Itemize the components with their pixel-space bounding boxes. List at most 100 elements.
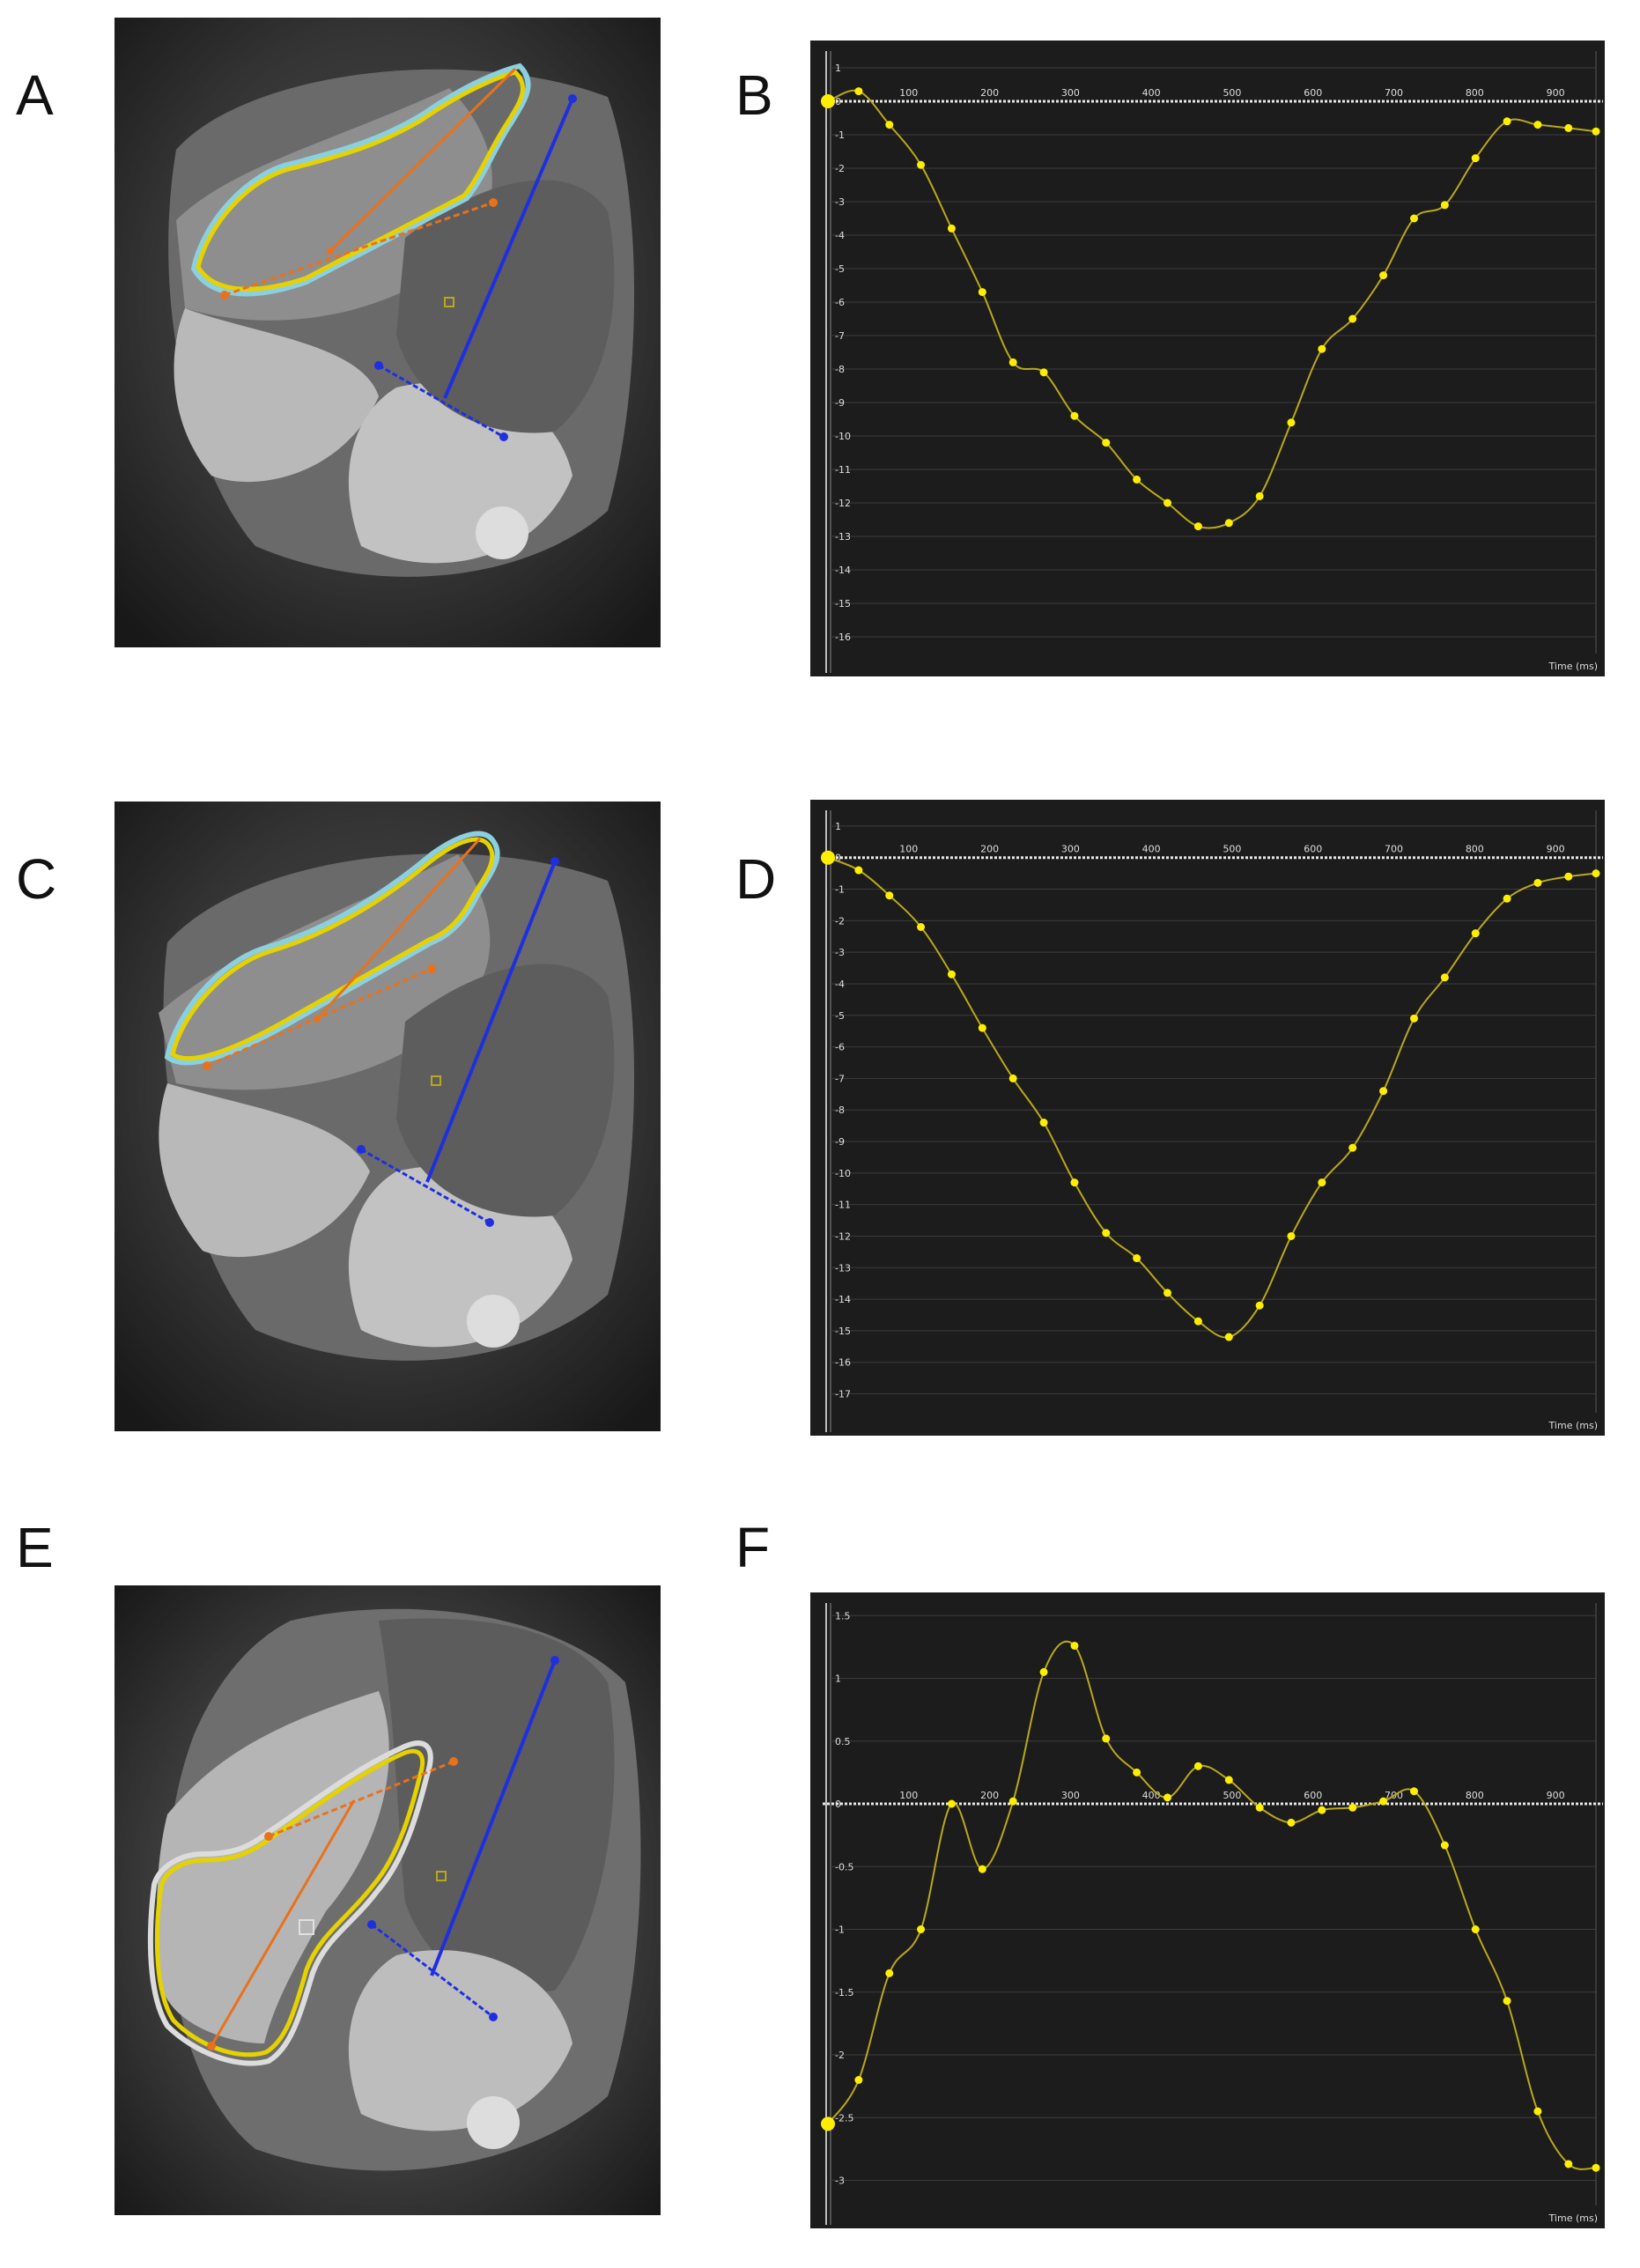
y-tick-label: -1 [835,129,845,141]
data-point [1379,1797,1388,1806]
x-tick-label: 400 [1142,87,1161,99]
y-tick-label: -6 [835,297,845,308]
y-tick-label: -3 [835,947,845,958]
y-tick-label: -16 [835,632,851,643]
y-tick-label: -16 [835,1357,851,1369]
x-tick-label: 800 [1466,844,1484,855]
data-point [1471,1925,1480,1933]
y-tick-label: 1 [835,821,841,832]
data-point [1503,117,1511,126]
x-tick-label: 200 [980,844,999,855]
data-point [978,1023,986,1032]
data-point [1102,439,1111,447]
data-point [1070,1178,1079,1187]
x-axis-title: Time (ms) [1548,1420,1598,1431]
data-point [947,224,956,233]
data-point [1008,1797,1017,1806]
y-tick-label: -0.5 [835,1861,853,1873]
data-point [1379,1087,1388,1096]
data-point [1348,1803,1357,1812]
x-tick-label: 100 [899,87,918,99]
mri-image-e [115,1585,661,2215]
y-tick-label: -6 [835,1042,845,1053]
y-tick-label: -7 [835,330,845,342]
data-point [1102,1734,1111,1743]
data-point [1193,1317,1202,1326]
strain-chart-d: 10-1-2-3-4-5-6-7-8-9-10-11-12-13-14-15-1… [810,800,1605,1436]
data-point [854,2076,863,2084]
data-point [1564,872,1573,881]
data-point [1471,154,1480,163]
y-tick-label: -9 [835,397,845,409]
y-tick-label: -13 [835,1262,851,1274]
data-point [885,121,894,129]
y-tick-label: -12 [835,1230,851,1242]
series-start-point [821,2117,835,2131]
x-tick-label: 900 [1547,844,1565,855]
panel-label-a: A [16,63,54,127]
series-start-point [821,94,835,108]
x-tick-label: 600 [1304,87,1322,99]
y-tick-label: 1 [835,1673,841,1685]
y-tick-label: -8 [835,364,845,375]
data-point [1318,344,1326,353]
data-point [1440,201,1449,210]
y-tick-label: -5 [835,1010,845,1022]
panel-label-d: D [735,847,777,911]
data-point [1039,368,1048,377]
x-tick-label: 800 [1466,87,1484,99]
y-tick-label: -15 [835,1326,851,1337]
data-point [1440,973,1449,982]
data-point [1255,1803,1264,1812]
y-tick-label: -10 [835,1168,851,1179]
data-point [978,1865,986,1873]
data-point [1533,121,1542,129]
data-point [1318,1806,1326,1814]
x-axis-title: Time (ms) [1548,2213,1598,2224]
data-point [917,923,926,932]
x-tick-label: 600 [1304,1790,1322,1801]
strain-chart-b: 10-1-2-3-4-5-6-7-8-9-10-11-12-13-14-15-1… [810,41,1605,676]
data-point [1318,1178,1326,1187]
panel-label-f: F [735,1516,771,1579]
y-tick-label: -1.5 [835,1987,853,1998]
data-point [1564,123,1573,132]
y-tick-label: -4 [835,979,845,990]
data-point [1287,1231,1296,1240]
y-tick-label: -10 [835,431,851,442]
x-tick-label: 300 [1061,1790,1080,1801]
y-tick-label: -5 [835,263,845,275]
y-tick-label: -15 [835,598,851,609]
data-point [1224,1333,1233,1341]
data-point [1533,878,1542,887]
strain-chart-d-plot: 10-1-2-3-4-5-6-7-8-9-10-11-12-13-14-15-1… [821,810,1603,1432]
data-point [1255,491,1264,500]
data-point [1008,358,1017,366]
data-point [1409,214,1418,223]
data-point [1070,411,1079,420]
data-point [1164,1793,1172,1802]
x-tick-label: 100 [899,844,918,855]
data-point [1133,1768,1141,1777]
data-point [978,288,986,297]
series-line [827,856,1597,1339]
data-point [917,1925,926,1933]
data-point [947,1799,956,1808]
data-point [1039,1667,1048,1676]
data-point [1008,1074,1017,1082]
y-tick-label: -11 [835,1200,851,1211]
x-tick-label: 700 [1385,87,1403,99]
y-tick-label: -7 [835,1073,845,1084]
x-axis-title: Time (ms) [1548,661,1598,672]
data-point [1224,1776,1233,1784]
y-tick-label: -12 [835,498,851,509]
y-tick-label: -1 [835,884,845,896]
data-point [1348,1143,1357,1152]
series-line [827,89,1597,529]
y-tick-label: -9 [835,1136,845,1148]
data-point [885,891,894,900]
data-point [1592,869,1600,878]
x-tick-label: 900 [1547,1790,1565,1801]
data-point [947,970,956,979]
y-tick-label: -8 [835,1104,845,1116]
